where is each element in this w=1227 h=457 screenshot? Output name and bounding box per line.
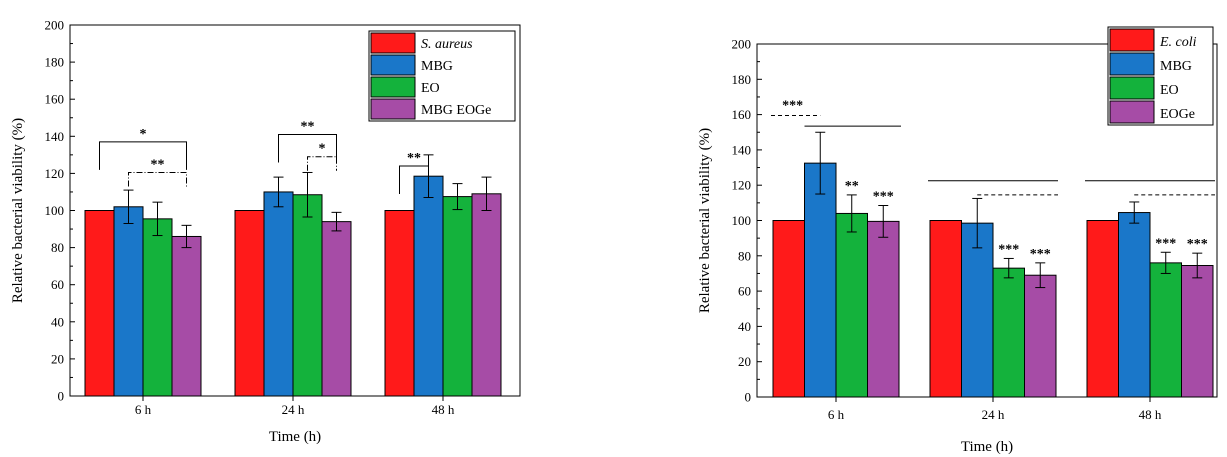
x-tick-label: 6 h: [828, 407, 845, 422]
y-axis-label: Relative bacterial viability (%): [10, 118, 26, 303]
y-tick-label: 160: [45, 92, 65, 107]
y-tick-label: 40: [738, 319, 751, 334]
bar-annotation: ***: [998, 242, 1019, 257]
bar-0-2: [1086, 220, 1119, 398]
bar-3-2: [471, 193, 502, 397]
x-axis-label: Time (h): [961, 439, 1013, 455]
bar-annotation: ***: [1030, 247, 1051, 262]
bar-3-2: [1181, 265, 1214, 398]
bar-1-2: [413, 175, 444, 397]
significance-bracket: [307, 156, 337, 171]
bar-1-1: [961, 222, 994, 398]
x-axis-label: Time (h): [269, 429, 321, 445]
legend-label: EO: [421, 81, 440, 96]
x-tick-label: 24 h: [982, 407, 1005, 422]
y-tick-label: 160: [732, 107, 752, 122]
y-tick-label: 20: [51, 351, 64, 366]
y-tick-label: 20: [738, 354, 751, 369]
bar-annotation: ***: [873, 189, 894, 204]
legend-swatch: [1109, 100, 1155, 124]
bar-annotation: ***: [1155, 236, 1176, 251]
significance-bracket: [278, 133, 337, 163]
y-axis-label: Relative bacterial viability (%): [697, 128, 713, 313]
bar-1-0: [804, 162, 837, 398]
y-tick-label: 120: [45, 166, 65, 181]
bar-2-2: [1149, 262, 1182, 398]
x-tick-label: 24 h: [282, 402, 305, 417]
legend-swatch: [1109, 28, 1155, 52]
bar-2-2: [442, 196, 473, 397]
bar-3-0: [867, 220, 900, 398]
y-tick-label: 0: [58, 389, 65, 404]
legend-swatch: [370, 54, 416, 76]
y-tick-label: 140: [45, 129, 65, 144]
significance-label: **: [407, 151, 421, 166]
bar-2-1: [992, 267, 1025, 398]
chart-left-s-aureus: 0 20 40 60 80 100 120 140 160 180 200 Relative bact…: [10, 18, 521, 445]
bar-2-1: [292, 194, 323, 397]
legend-swatch: [1109, 52, 1155, 76]
legend-label: MBG: [421, 59, 453, 74]
significance-bracket: [99, 141, 187, 170]
bar-0-2: [384, 210, 415, 397]
bar-1-0: [113, 206, 144, 397]
legend-swatch: [370, 32, 416, 54]
y-tick-label: 80: [51, 240, 64, 255]
y-tick-label: 100: [732, 213, 752, 228]
y-tick-label: 120: [732, 178, 752, 193]
y-tick-label: 200: [732, 37, 752, 52]
legend-swatch: [370, 76, 416, 98]
chart-right-e-coli: 0 20 40 60 80 100 120 140 160 180 200 Relative bact…: [697, 26, 1218, 455]
significance-label: **: [301, 119, 315, 134]
y-tick-label: 100: [45, 203, 65, 218]
bar-2-0: [835, 212, 868, 398]
y-tick-label: 180: [45, 55, 65, 70]
bar-2-0: [142, 218, 173, 397]
bar-3-1: [1024, 274, 1057, 398]
significance-label: *: [140, 127, 147, 142]
bar-annotation: ***: [1187, 237, 1208, 252]
y-tick-label: 40: [51, 314, 64, 329]
y-tick-label: 200: [45, 18, 65, 33]
bar-0-1: [234, 210, 265, 397]
significance-label: *: [319, 142, 326, 157]
y-tick-label: 80: [738, 248, 751, 263]
bar-1-2: [1118, 212, 1151, 398]
bar-1-1: [263, 191, 294, 397]
significance-bracket: [128, 171, 187, 187]
y-tick-label: 180: [732, 72, 752, 87]
bar-3-0: [171, 235, 202, 397]
x-tick-label: 48 h: [432, 402, 455, 417]
legend-label: EO: [1160, 83, 1179, 98]
x-tick-label: 48 h: [1139, 407, 1162, 422]
y-tick-label: 60: [51, 277, 64, 292]
legend-swatch: [1109, 76, 1155, 100]
legend-swatch: [370, 98, 416, 120]
legend-label: MBG: [1160, 59, 1192, 74]
y-tick-label: 140: [732, 142, 752, 157]
bar-3-1: [321, 221, 352, 397]
bar-annotation: **: [845, 179, 859, 194]
y-tick-label: 60: [738, 284, 751, 299]
legend-label: MBG EOGe: [421, 103, 491, 118]
significance-label: **: [151, 157, 165, 172]
legend-label: S. aureus: [421, 37, 473, 52]
y-tick-label: 0: [745, 390, 752, 405]
significance-bracket: [399, 165, 429, 194]
x-tick-label: 6 h: [135, 402, 152, 417]
bar-0-1: [929, 220, 962, 398]
bar-0-0: [84, 210, 115, 397]
legend-label: E. coli: [1159, 35, 1197, 50]
bar-0-0: [772, 220, 805, 398]
legend-label: EOGe: [1160, 107, 1195, 122]
significance-label: ***: [782, 98, 803, 113]
